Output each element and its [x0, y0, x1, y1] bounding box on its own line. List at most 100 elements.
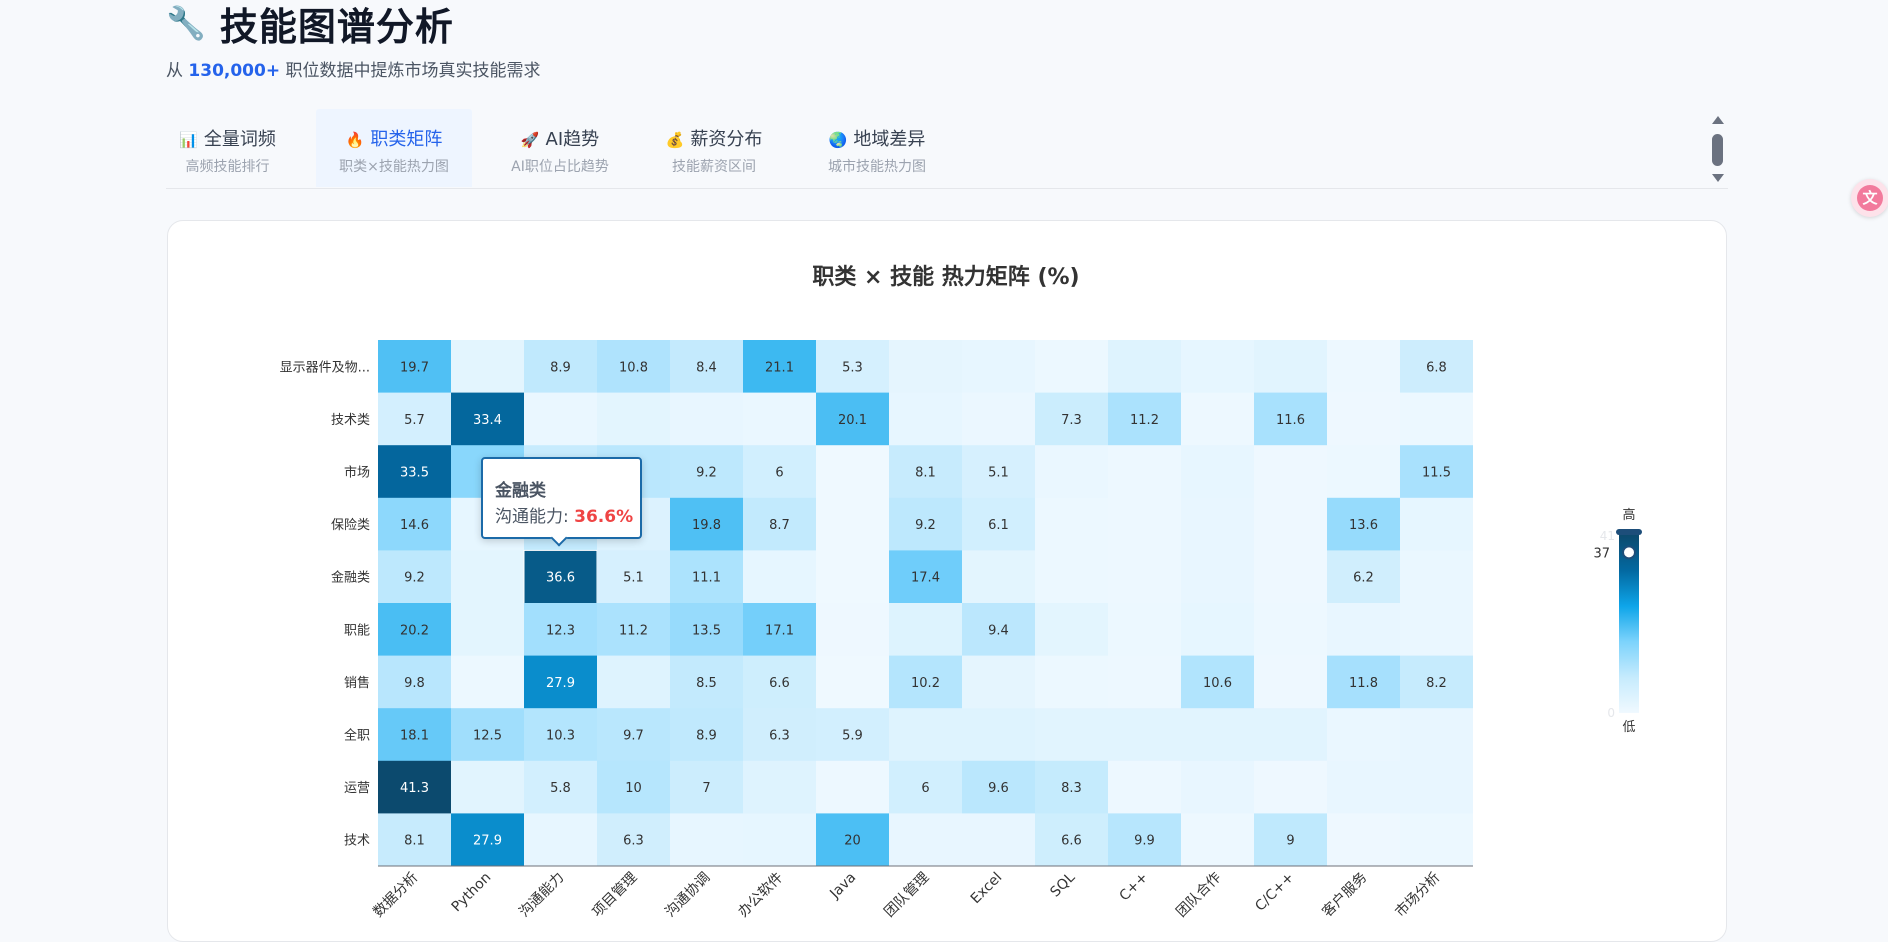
heatmap-cell[interactable] — [378, 655, 451, 709]
heatmap-cell[interactable] — [670, 550, 743, 604]
heatmap-cell[interactable] — [1108, 497, 1181, 551]
heatmap-cell[interactable] — [1035, 392, 1108, 446]
heatmap-cell[interactable] — [451, 340, 524, 394]
heatmap-cell[interactable] — [816, 340, 889, 394]
heatmap-cell[interactable] — [1108, 340, 1181, 394]
heatmap-cell[interactable] — [524, 392, 597, 446]
heatmap-cell[interactable] — [451, 708, 524, 762]
heatmap-cell[interactable] — [962, 340, 1035, 394]
heatmap-cell[interactable] — [889, 708, 962, 762]
heatmap-cell[interactable] — [1400, 497, 1473, 551]
heatmap-cell[interactable] — [378, 392, 451, 446]
heatmap-cell[interactable] — [816, 392, 889, 446]
heatmap-cell[interactable] — [1327, 760, 1400, 814]
heatmap-cell[interactable] — [1181, 813, 1254, 867]
heatmap-cell[interactable] — [962, 392, 1035, 446]
heatmap-cell[interactable] — [1327, 550, 1400, 604]
heatmap-cell[interactable] — [1108, 445, 1181, 499]
heatmap-cell[interactable] — [670, 655, 743, 709]
heatmap-cell[interactable] — [1035, 813, 1108, 867]
visual-map-bar[interactable] — [1619, 535, 1639, 713]
heatmap-cell[interactable] — [1327, 497, 1400, 551]
heatmap-cell[interactable] — [597, 760, 670, 814]
heatmap-cell[interactable] — [1254, 760, 1327, 814]
heatmap-cell[interactable] — [889, 445, 962, 499]
heatmap-cell[interactable] — [889, 497, 962, 551]
tab-scrollbar[interactable] — [1708, 113, 1728, 187]
heatmap-cell[interactable] — [743, 813, 816, 867]
heatmap-cell[interactable] — [1254, 708, 1327, 762]
heatmap-cell[interactable] — [743, 392, 816, 446]
heatmap-cell[interactable] — [1254, 655, 1327, 709]
heatmap-cell[interactable] — [524, 340, 597, 394]
heatmap-cell[interactable] — [670, 708, 743, 762]
heatmap-cell[interactable] — [743, 655, 816, 709]
heatmap-cell[interactable] — [597, 708, 670, 762]
heatmap-cell[interactable] — [1181, 655, 1254, 709]
heatmap-cell[interactable] — [378, 497, 451, 551]
heatmap-cell[interactable] — [962, 813, 1035, 867]
heatmap-cell[interactable] — [1254, 392, 1327, 446]
heatmap-cell[interactable] — [597, 550, 670, 604]
heatmap-cell[interactable] — [1181, 392, 1254, 446]
heatmap-cell[interactable] — [1181, 497, 1254, 551]
heatmap-cell[interactable] — [1327, 813, 1400, 867]
heatmap-cell[interactable] — [524, 760, 597, 814]
heatmap-cell[interactable] — [670, 813, 743, 867]
heatmap-cell[interactable] — [962, 603, 1035, 657]
heatmap-cell[interactable] — [743, 497, 816, 551]
heatmap-cell[interactable] — [597, 340, 670, 394]
heatmap-cell[interactable] — [451, 760, 524, 814]
visual-map-handle[interactable] — [1622, 545, 1636, 560]
heatmap-cell[interactable] — [1327, 655, 1400, 709]
heatmap-cell[interactable] — [1108, 603, 1181, 657]
tab-ai-trend[interactable]: 🚀 AI趋势 AI职位占比趋势 — [498, 109, 622, 187]
scroll-thumb[interactable] — [1712, 134, 1723, 166]
heatmap-cell[interactable] — [816, 813, 889, 867]
tab-regional-difference[interactable]: 🌏 地域差异 城市技能热力图 — [805, 109, 949, 187]
heatmap-cell[interactable] — [1400, 340, 1473, 394]
heatmap-cell[interactable] — [743, 603, 816, 657]
tab-category-matrix[interactable]: 🔥 职类矩阵 职类×技能热力图 — [316, 109, 472, 187]
heatmap-cell[interactable] — [962, 708, 1035, 762]
heatmap-cell[interactable] — [378, 550, 451, 604]
heatmap-cell[interactable] — [670, 760, 743, 814]
heatmap-cell[interactable] — [1400, 603, 1473, 657]
heatmap-cell[interactable] — [1108, 708, 1181, 762]
heatmap-cell[interactable] — [743, 445, 816, 499]
heatmap-cell[interactable] — [816, 760, 889, 814]
heatmap-cell[interactable] — [816, 655, 889, 709]
heatmap-cell[interactable] — [1108, 550, 1181, 604]
heatmap-cell[interactable] — [962, 550, 1035, 604]
scroll-down-arrow-icon[interactable] — [1712, 174, 1724, 182]
heatmap-cell[interactable] — [962, 445, 1035, 499]
heatmap-cell[interactable] — [1035, 497, 1108, 551]
heatmap-cell[interactable] — [1254, 603, 1327, 657]
heatmap-cell[interactable] — [889, 655, 962, 709]
heatmap-cell[interactable] — [816, 497, 889, 551]
heatmap-cell[interactable] — [1108, 760, 1181, 814]
heatmap-cell[interactable] — [1035, 445, 1108, 499]
heatmap-cell[interactable] — [378, 340, 451, 394]
heatmap-cell[interactable] — [451, 655, 524, 709]
heatmap-cell[interactable] — [524, 655, 597, 709]
heatmap-cell[interactable] — [1327, 445, 1400, 499]
heatmap-cell[interactable] — [889, 340, 962, 394]
heatmap-cell[interactable] — [1400, 445, 1473, 499]
heatmap-cell[interactable] — [1181, 550, 1254, 604]
heatmap-cell[interactable] — [1254, 497, 1327, 551]
heatmap-cell[interactable] — [524, 603, 597, 657]
heatmap-cell[interactable] — [670, 603, 743, 657]
heatmap-cell[interactable] — [1181, 340, 1254, 394]
heatmap-cell[interactable] — [378, 445, 451, 499]
heatmap-cell[interactable] — [523, 549, 598, 604]
visual-map[interactable]: 高低 41 0 37 — [1593, 507, 1642, 735]
heatmap-cell[interactable] — [451, 550, 524, 604]
heatmap-cell[interactable] — [816, 550, 889, 604]
heatmap-cell[interactable] — [1327, 708, 1400, 762]
heatmap-cell[interactable] — [962, 497, 1035, 551]
heatmap-cell[interactable] — [597, 813, 670, 867]
heatmap-cell[interactable] — [378, 813, 451, 867]
heatmap-cell[interactable] — [524, 813, 597, 867]
heatmap-cell[interactable] — [597, 655, 670, 709]
